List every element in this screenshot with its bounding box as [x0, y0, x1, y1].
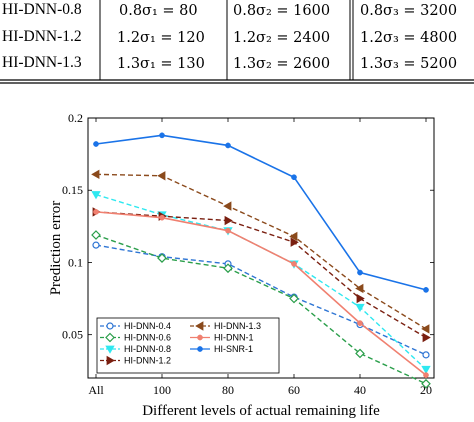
- y-tick-label: 0.2: [68, 111, 83, 125]
- line-chart: All 100 80 60 40 20 0.05 0.1 0.15 0.2 Prediction …: [48, 111, 435, 419]
- legend-item: HI-DNN-0.4: [100, 321, 171, 331]
- y-tick-label: 0.1: [68, 255, 83, 269]
- legend-item: HI-SNR-1: [190, 344, 253, 354]
- data-point: [93, 141, 99, 147]
- legend-item: HI-DNN-1: [190, 333, 254, 343]
- data-point: [223, 201, 232, 211]
- y-axis-label: Prediction error: [48, 201, 64, 296]
- series-hi-snr-1: [93, 132, 429, 293]
- parameter-table: HI-DNN-0.8 0.8σ₁ = 80 0.8σ₂ = 1600 0.8σ₃…: [0, 0, 474, 84]
- table-cell: 1.3σ₂ = 2600: [233, 56, 330, 72]
- x-axis-label: Different levels of actual remaining lif…: [142, 403, 380, 419]
- data-point: [423, 287, 429, 293]
- data-point: [421, 324, 430, 334]
- series-line: [95, 234, 427, 385]
- data-point: [225, 227, 231, 234]
- data-point: [355, 303, 365, 313]
- series-line: [95, 211, 427, 376]
- legend-marker: [105, 332, 115, 343]
- series-line: [95, 244, 427, 356]
- data-point: [91, 169, 100, 180]
- data-point: [291, 174, 297, 181]
- data-point: [355, 283, 364, 294]
- data-point: [159, 214, 165, 221]
- legend-label: HI-DNN-0.4: [124, 321, 171, 331]
- legend-label: HI-SNR-1: [214, 344, 253, 354]
- data-point: [289, 231, 298, 242]
- table-cell: 1.3σ₃ = 5200: [360, 56, 457, 72]
- series-line: [95, 173, 427, 330]
- data-point: [357, 320, 363, 326]
- data-point: [225, 142, 231, 149]
- table-cell: 0.8σ₃ = 3200: [360, 3, 457, 19]
- data-point: [93, 209, 99, 215]
- table-row-label: HI-DNN-0.8: [2, 1, 82, 18]
- data-point: [91, 230, 101, 240]
- series-line: [95, 134, 427, 291]
- series-hi-dnn-1-3: [91, 169, 430, 334]
- x-tick-label: All: [88, 383, 104, 397]
- series-hi-dnn-0-6: [91, 230, 431, 389]
- table-cell: 1.2σ₃ = 4800: [360, 30, 457, 46]
- legend-item: HI-DNN-0.8: [100, 344, 171, 354]
- axis-ticks: All 100 80 60 40 20 0.05 0.1 0.15 0.2: [62, 111, 434, 397]
- table-cell: 1.2σ₁ = 120: [117, 30, 205, 46]
- data-point: [159, 132, 165, 139]
- x-tick-label: 60: [288, 383, 300, 397]
- series-hi-dnn-1: [93, 209, 429, 378]
- x-tick-label: 80: [222, 383, 234, 397]
- table-row-label: HI-DNN-1.2: [2, 28, 82, 45]
- data-point: [421, 378, 431, 389]
- data-point: [355, 348, 365, 359]
- data-point: [224, 215, 233, 226]
- legend-marker: [197, 334, 203, 341]
- legend-box: [96, 317, 280, 374]
- legend-label: HI-DNN-0.8: [124, 344, 171, 354]
- table-cell: 1.2σ₂ = 2400: [233, 30, 330, 46]
- legend-marker: [106, 322, 114, 330]
- legend-label: HI-DNN-1.2: [124, 356, 171, 366]
- legend-item: HI-DNN-0.6: [100, 332, 171, 343]
- x-tick-label: 40: [354, 383, 366, 397]
- table-cell: 0.8σ₁ = 80: [119, 3, 198, 19]
- data-point: [157, 253, 167, 263]
- data-point: [289, 293, 299, 304]
- data-point: [290, 237, 299, 247]
- data-point: [422, 351, 430, 359]
- data-point: [357, 269, 363, 276]
- data-point: [92, 241, 100, 249]
- legend-marker: [105, 345, 115, 354]
- table-row-label: HI-DNN-1.3: [2, 54, 82, 71]
- data-point: [291, 261, 297, 267]
- x-tick-label: 100: [153, 383, 171, 397]
- legend-item: HI-DNN-1.3: [190, 321, 261, 331]
- data-point: [423, 372, 429, 378]
- table-cell: 0.8σ₂ = 1600: [233, 3, 330, 19]
- data-point: [356, 293, 365, 304]
- legend-marker: [195, 321, 204, 331]
- legend-item: HI-DNN-1.2: [100, 356, 171, 366]
- legend-label: HI-DNN-0.6: [124, 333, 171, 343]
- legend-marker: [197, 346, 203, 352]
- x-tick-label: 20: [420, 383, 432, 397]
- data-point: [157, 171, 166, 181]
- y-tick-label: 0.05: [62, 328, 83, 342]
- table-cell: 1.3σ₁ = 130: [117, 56, 205, 72]
- legend-label: HI-DNN-1.3: [214, 321, 261, 331]
- data-point: [421, 365, 431, 375]
- data-point: [422, 332, 431, 343]
- legend-label: HI-DNN-1: [214, 333, 254, 343]
- data-point: [223, 263, 233, 274]
- series-layer: [91, 132, 431, 389]
- legend-marker: [106, 355, 115, 366]
- data-point: [91, 191, 101, 200]
- y-tick-label: 0.15: [62, 183, 83, 197]
- series-line: [95, 193, 427, 370]
- legend: HI-DNN-0.4 HI-DNN-1.3HI-DNN-0.6 HI-DNN-1HI…: [96, 317, 280, 374]
